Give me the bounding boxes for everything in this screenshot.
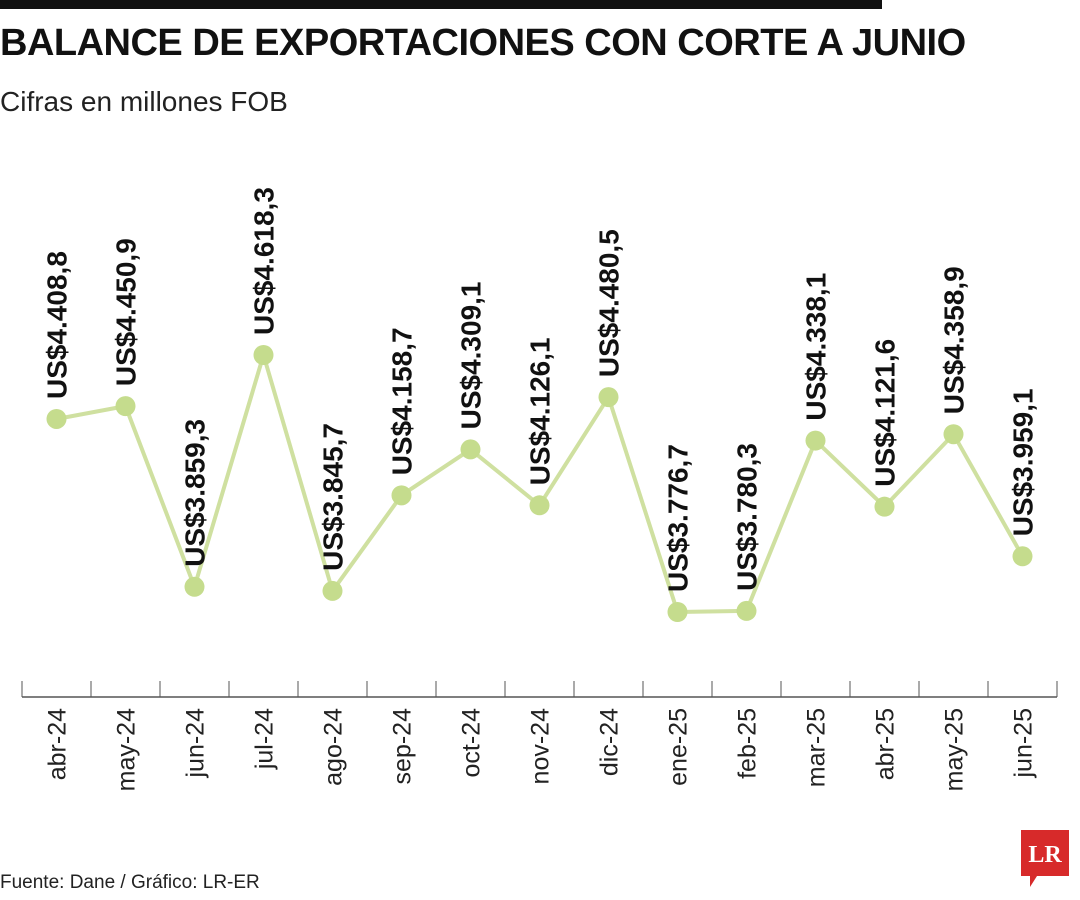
data-label: US$3.776,7 [663,444,694,592]
data-point [322,580,343,601]
x-tick-label: jun-25 [1010,708,1038,779]
x-tick-label: may-24 [113,708,141,791]
data-label: US$3.845,7 [318,423,349,571]
data-label: US$3.859,3 [180,419,211,567]
data-label: US$3.959,1 [1008,388,1039,536]
x-tick-label: ene-25 [665,708,693,786]
x-tick-label: abr-24 [44,708,72,780]
x-tick-label: jun-24 [182,708,210,779]
x-tick-label: abr-25 [872,708,900,780]
data-point [529,495,550,516]
data-point [184,576,205,597]
x-tick-label: feb-25 [734,708,762,779]
x-tick-label: nov-24 [527,708,555,785]
data-point [46,408,67,429]
data-point [598,387,619,408]
chart-title: BALANCE DE EXPORTACIONES CON CORTE A JUN… [0,22,966,64]
data-point [391,485,412,506]
data-label: US$4.450,9 [111,238,142,386]
data-label: US$4.126,1 [525,337,556,485]
x-tick-label: oct-24 [458,708,486,778]
data-label: US$4.358,9 [939,266,970,414]
data-label: US$3.780,3 [732,443,763,591]
x-tick-label: jul-24 [251,708,279,770]
data-point [1012,546,1033,567]
data-point [874,496,895,517]
x-axis-ticks [21,681,1058,697]
data-label: US$4.408,8 [42,251,73,399]
lr-logo: LR [1021,830,1069,887]
data-point [943,424,964,445]
data-label: US$4.480,5 [594,229,625,377]
data-label: US$4.618,3 [249,187,280,335]
data-label: US$4.121,6 [870,339,901,487]
x-tick-label: mar-25 [803,708,831,787]
x-tick-label: dic-24 [596,708,624,776]
data-label: US$4.309,1 [456,282,487,430]
data-point [805,430,826,451]
data-point [667,602,688,622]
x-tick-label: sep-24 [389,708,417,785]
data-label: US$4.158,7 [387,327,418,475]
top-rule [0,0,882,9]
data-points [46,345,1033,622]
data-point [460,439,481,460]
data-point [736,600,757,621]
x-tick-label: may-25 [941,708,969,791]
x-tick-label: ago-24 [320,708,348,786]
chart-subtitle: Cifras en millones FOB [0,86,288,117]
data-point [253,345,274,365]
logo-text: LR [1028,842,1062,868]
source-note: Fuente: Dane / Gráfico: LR-ER [0,872,260,893]
x-axis-labels: abr-24 may-24 jun-24 jul-24 ago-24 sep-24 oct-… [44,708,1038,791]
data-label: US$4.338,1 [801,273,832,421]
data-labels: US$4.408,8 US$4.450,9 US$3.859,3 US$4.618,3… [42,187,1039,592]
data-point [115,396,136,417]
